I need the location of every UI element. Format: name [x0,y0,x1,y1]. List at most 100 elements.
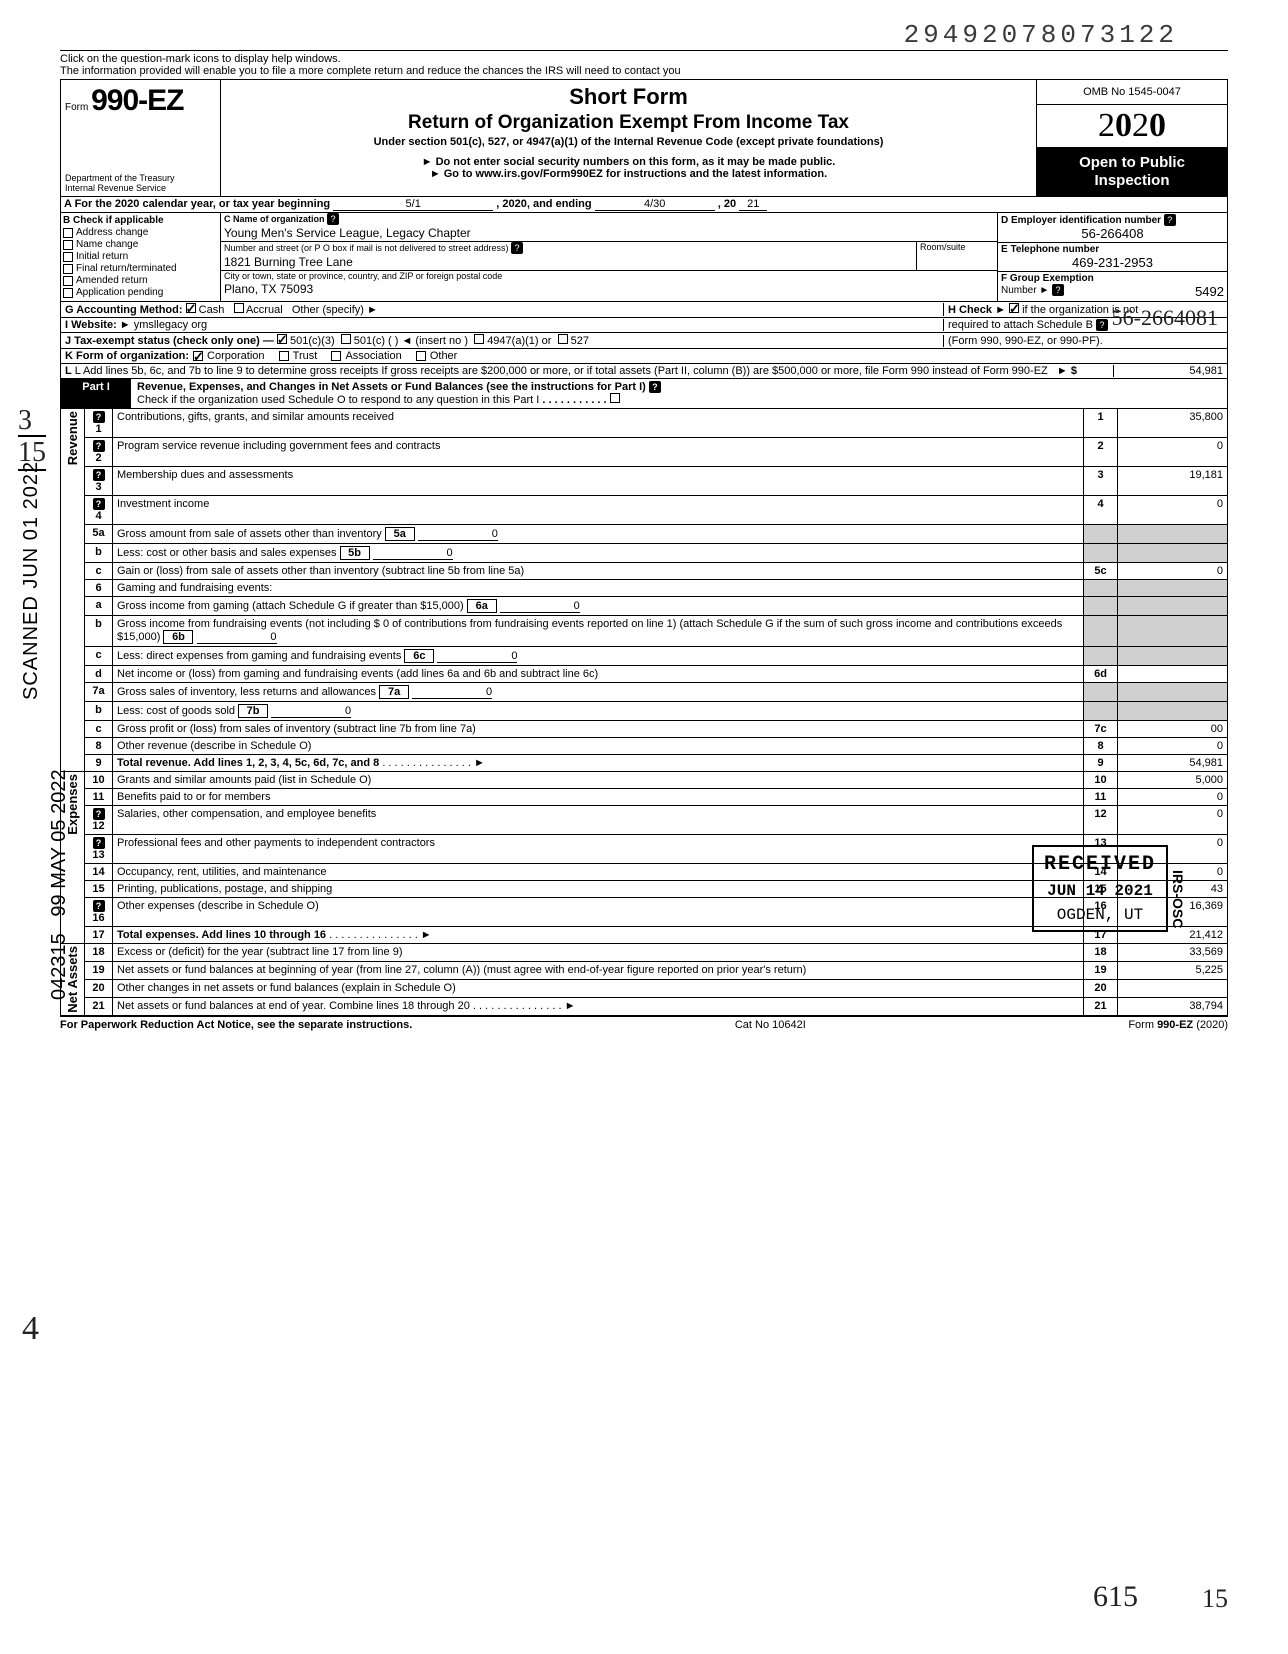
help-icon[interactable]: ? [93,837,105,849]
checkbox-other-org[interactable] [416,351,426,361]
telephone: 469-231-2953 [1001,255,1224,270]
lines-ghijk: G Accounting Method: Cash Accrual Other … [60,302,1228,379]
line-amount [1118,544,1228,563]
help-icon[interactable]: ? [93,498,105,510]
box-b-header: B Check if applicable [63,215,218,226]
checkbox-assoc[interactable] [331,351,341,361]
line-a-mid: , 2020, and ending [496,198,591,210]
table-row: Expenses10Grants and similar amounts pai… [61,772,1228,789]
help-icon[interactable]: ? [1096,319,1108,331]
line-a-label: A For the 2020 calendar year, or tax yea… [64,198,330,210]
section-bcdef: B Check if applicable Address changeName… [60,213,1228,302]
opt-501c: 501(c) ( ) ◄ (insert no ) [354,335,468,347]
d-label: D Employer identification number [1001,215,1161,226]
line-desc: Net assets or fund balances at beginning… [113,961,1084,979]
city-label: City or town, state or province, country… [221,271,997,281]
line-box: 6d [1084,666,1118,683]
org-name: Young Men's Service League, Legacy Chapt… [221,225,997,241]
c-label: C Name of organization [224,214,325,224]
table-row: 19Net assets or fund balances at beginni… [61,961,1228,979]
line-desc: Gross amount from sale of assets other t… [113,525,1084,544]
line-number: b [85,702,113,721]
help-icon[interactable]: ? [511,242,523,254]
line-desc: Other expenses (describe in Schedule O) [113,898,1084,927]
checkbox[interactable] [63,276,73,286]
line-box [1084,580,1118,597]
opt-trust: Trust [293,350,318,362]
open-public: Open to Public Inspection [1037,148,1227,196]
help-icon[interactable]: ? [1052,284,1064,296]
help-icon[interactable]: ? [1164,214,1176,226]
checkbox-4947[interactable] [474,334,484,344]
line-desc: Gain or (loss) from sale of assets other… [113,563,1084,580]
help-icon[interactable]: ? [327,213,339,225]
gross-receipts: 54,981 [1113,365,1223,377]
opt-501c3: 501(c)(3) [290,335,335,347]
box-b-label: Initial return [76,251,128,262]
line-number: 8 [85,738,113,755]
help-icon[interactable]: ? [649,381,661,393]
line-box: 11 [1084,789,1118,806]
checkbox-501c3[interactable] [277,334,287,344]
ein: 56-266408 [1001,226,1224,241]
checkbox-h[interactable] [1009,303,1019,313]
help-icon[interactable]: ? [93,440,105,452]
line-box [1084,597,1118,616]
h-t3: required to attach Schedule B [948,319,1093,331]
line-number: 7a [85,683,113,702]
footer-right: Form 990-EZ (2020) [1128,1019,1228,1031]
checkbox-527[interactable] [558,334,568,344]
handwritten-ein: 56-2664081 [1112,305,1218,331]
form-code: 990-EZ [91,84,183,117]
part-1-check: Check if the organization used Schedule … [137,394,539,406]
handwritten-315: 315 [18,405,46,471]
checkbox-corp[interactable] [193,351,203,361]
recv-date: JUN 14 2021 [1044,882,1156,900]
checkbox-501c[interactable] [341,334,351,344]
dept-block: Department of the Treasury Internal Reve… [65,174,216,194]
handwritten-615: 615 [1093,1580,1138,1614]
line-amount: 0 [1118,438,1228,467]
line-desc: Gross income from gaming (attach Schedul… [113,597,1084,616]
checkbox[interactable] [63,288,73,298]
f-label: F Group Exemption [1001,273,1094,284]
stamp-irs-osc: IRS-OSC [1170,870,1186,928]
box-b-label: Final return/terminated [76,263,177,274]
line-desc: Investment income [113,496,1084,525]
table-row: 9Total revenue. Add lines 1, 2, 3, 4, 5c… [61,755,1228,772]
line-number: b [85,544,113,563]
line-amount [1118,666,1228,683]
stamp-received: RECEIVED JUN 14 2021 OGDEN, UT [1032,845,1168,932]
line-number: 10 [85,772,113,789]
checkbox-schedule-o[interactable] [610,393,620,403]
help-icon[interactable]: ? [93,469,105,481]
help-line1: Click on the question-mark icons to disp… [60,53,1228,65]
line-amount [1118,616,1228,647]
checkbox-accrual[interactable] [234,303,244,313]
table-row: 5aGross amount from sale of assets other… [61,525,1228,544]
checkbox[interactable] [63,228,73,238]
checkbox[interactable] [63,264,73,274]
help-icon[interactable]: ? [93,900,105,912]
checkbox[interactable] [63,240,73,250]
line-amount [1118,580,1228,597]
city-state-zip: Plano, TX 75093 [221,281,997,297]
line-amount [1118,979,1228,997]
line-box: 8 [1084,738,1118,755]
street-address: 1821 Burning Tree Lane [221,254,916,270]
checkbox[interactable] [63,252,73,262]
room-label: Room/suite [917,242,997,252]
line-amount: 0 [1118,806,1228,835]
help-icon[interactable]: ? [93,808,105,820]
form-number: Form 990-EZ [65,84,216,118]
line-amount: 33,569 [1118,944,1228,962]
checkbox-cash[interactable] [186,303,196,313]
checkbox-trust[interactable] [279,351,289,361]
line-desc: Total expenses. Add lines 10 through 16 … [113,927,1084,944]
help-icon[interactable]: ? [93,411,105,423]
line-desc: Grants and similar amounts paid (list in… [113,772,1084,789]
line-box: 19 [1084,961,1118,979]
line-desc: Less: cost of goods sold 7b 0 [113,702,1084,721]
line-amount: 0 [1118,563,1228,580]
website: ymsllegacy org [134,319,207,331]
